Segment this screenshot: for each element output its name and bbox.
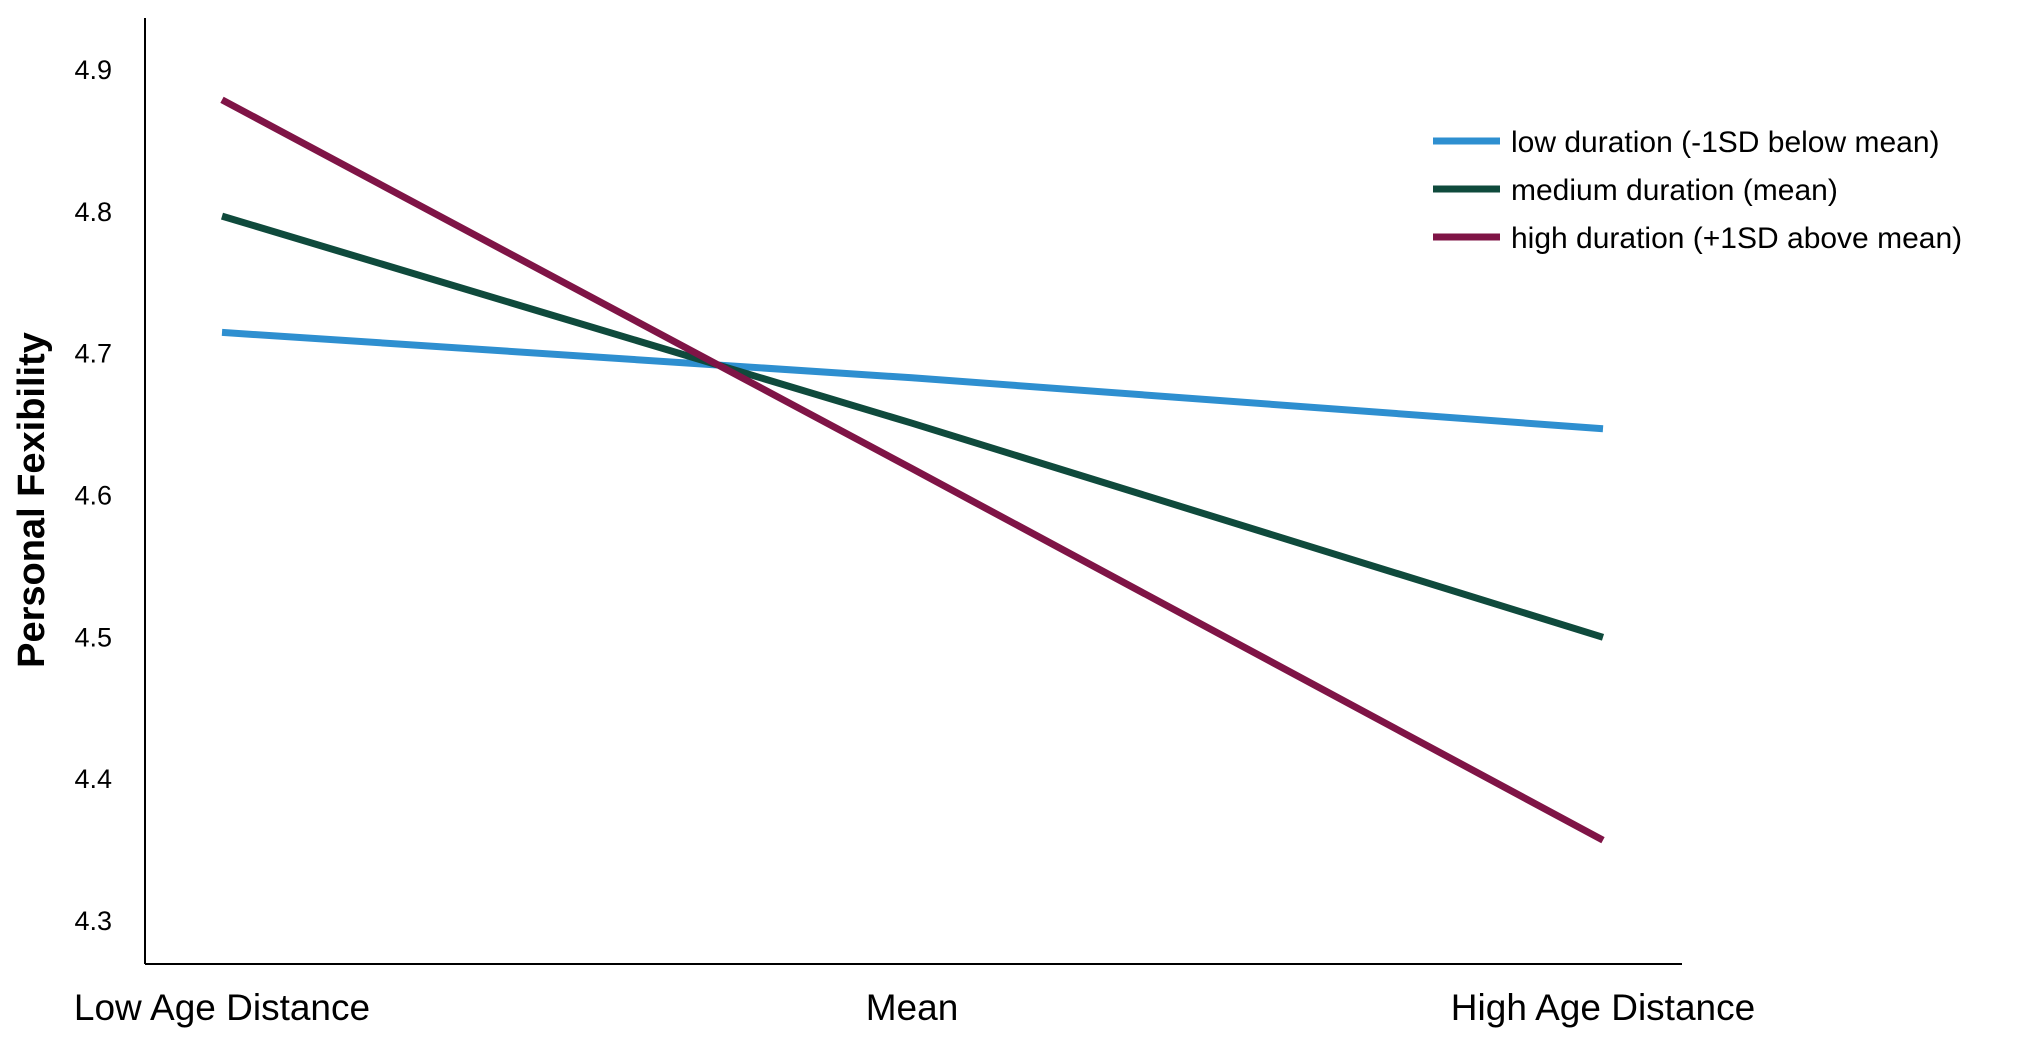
y-tick-label: 4.9	[74, 55, 112, 85]
legend-label-2: high duration (+1SD above mean)	[1511, 222, 1962, 255]
y-tick-label: 4.4	[74, 764, 112, 794]
series-lines	[220, 96, 1605, 844]
series-line-2	[220, 96, 1605, 844]
legend-label-0: low duration (-1SD below mean)	[1511, 126, 1940, 159]
y-tick-labels: 4.3 4.4 4.5 4.6 4.7 4.8 4.9	[74, 55, 112, 936]
x-category-label: High Age Distance	[1451, 987, 1755, 1028]
y-tick-label: 4.5	[74, 622, 112, 652]
series-line-0	[221, 328, 1604, 433]
y-tick-label: 4.7	[74, 339, 112, 369]
x-category-label: Low Age Distance	[74, 987, 370, 1028]
y-tick-label: 4.3	[74, 906, 112, 936]
series-line-1	[220, 212, 1605, 641]
y-tick-label: 4.6	[74, 481, 112, 511]
y-tick-label: 4.8	[74, 197, 112, 227]
legend-label-1: medium duration (mean)	[1511, 174, 1838, 207]
legend: low duration (-1SD below mean) medium dur…	[1433, 126, 1962, 255]
x-category-label: Mean	[866, 987, 959, 1028]
x-category-labels: Low Age Distance Mean High Age Distance	[74, 987, 1755, 1028]
axes	[144, 18, 1682, 965]
y-axis-title: Personal Fexibility	[11, 332, 53, 668]
